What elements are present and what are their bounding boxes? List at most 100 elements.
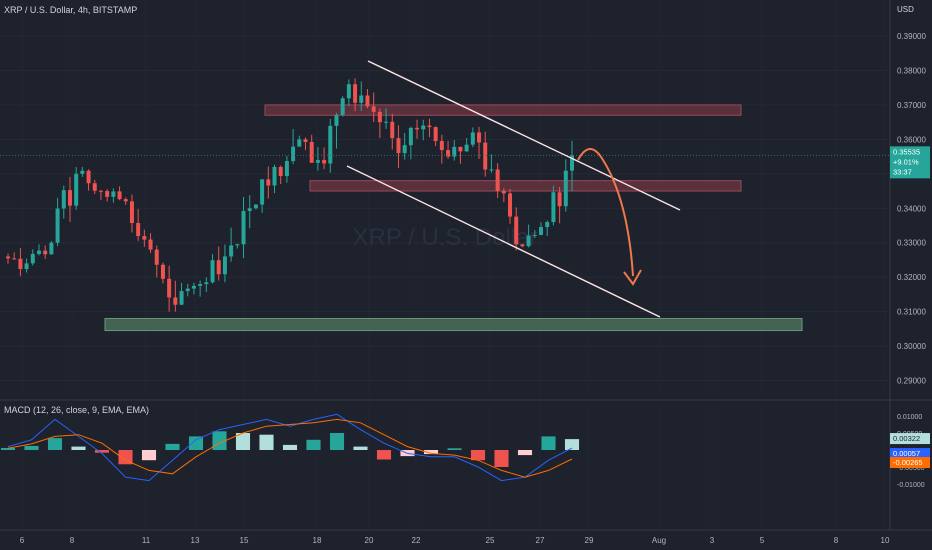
price-grid: [0, 0, 932, 531]
time-tick-label: 10: [881, 536, 890, 545]
candle-body: [80, 170, 85, 174]
candle-body: [458, 146, 463, 152]
candle-body: [129, 201, 134, 224]
macd-histogram-bar: [47, 438, 63, 450]
candle-body: [222, 256, 227, 275]
candle-body: [328, 125, 333, 164]
candle-body: [74, 173, 79, 206]
candle-body: [551, 192, 556, 223]
candle-body: [98, 190, 103, 192]
projection-arrow: [577, 148, 634, 277]
candle-body: [557, 192, 562, 207]
macd-header[interactable]: MACD (12, 26, close, 9, EMA, EMA): [4, 405, 150, 415]
candle-body: [216, 260, 221, 275]
candle-body: [477, 132, 482, 143]
candle-body: [173, 297, 178, 305]
time-tick-label: 13: [191, 536, 200, 545]
candle-body: [92, 183, 97, 191]
signal-line: [7, 418, 573, 478]
price-axis[interactable]: 0.390000.380000.370000.360000.350000.340…: [897, 32, 926, 386]
resistance-zone: [264, 104, 742, 116]
time-tick-label: Aug: [652, 536, 666, 545]
macd-histogram-bar: [0, 447, 16, 450]
candle-body: [371, 106, 376, 112]
candle-body: [359, 95, 364, 103]
price-tick-label: 0.29000: [897, 377, 926, 386]
time-tick-label: 8: [834, 536, 839, 545]
price-tag-box: [890, 146, 930, 179]
price-tick-label: 0.37000: [897, 101, 926, 110]
symbol-header[interactable]: XRP / U.S. Dollar, 4h, BITSTAMP: [4, 5, 138, 15]
time-tick-label: 20: [365, 536, 374, 545]
candle-body: [415, 127, 420, 130]
candle-body: [570, 155, 574, 171]
macd-histogram-bar: [259, 434, 274, 450]
macd-histogram-bar: [517, 450, 533, 456]
candle-body: [384, 121, 389, 123]
macd-histogram-bar: [235, 433, 251, 450]
price-tick-label: 0.36000: [897, 135, 926, 144]
candle-body: [117, 191, 122, 200]
macd-histogram-bar: [71, 446, 86, 450]
time-tick-label: 8: [70, 536, 75, 545]
macd-histogram-bar: [188, 436, 204, 450]
price-tick-label: 0.39000: [897, 32, 926, 41]
macd-tag-box: [890, 457, 930, 469]
candle-body: [229, 245, 234, 257]
candle-body: [545, 222, 550, 228]
candles: [6, 78, 574, 312]
candle-body: [253, 204, 258, 209]
time-tick-label: 25: [486, 536, 495, 545]
candle-body: [6, 256, 10, 259]
candle-body: [452, 146, 457, 157]
candle-body: [402, 145, 407, 154]
channel-upper-line: [367, 60, 681, 211]
macd-tag-value: 0.00322: [893, 434, 920, 443]
candle-body: [408, 127, 413, 146]
macd-histogram-bar: [423, 450, 439, 455]
candle-body: [241, 211, 246, 245]
candle-body: [136, 223, 141, 237]
projection-arrow-head: [623, 269, 642, 286]
time-axis[interactable]: 6 8 11 13 15 18 20 22 25 27 29 Aug 3 5 8 10: [20, 536, 890, 545]
macd-tag-value: -0.00265: [893, 458, 923, 467]
candle-body: [439, 141, 444, 151]
candle-body: [123, 199, 128, 202]
macd-histogram-bar: [447, 448, 462, 450]
macd-histogram-bar: [306, 439, 321, 450]
symbol-watermark: XRP / U.S. Dollar: [353, 224, 538, 251]
candle-body: [198, 284, 203, 286]
candle-body: [297, 139, 302, 147]
candle-body: [36, 250, 41, 254]
candle-body: [390, 121, 395, 139]
candle-body: [67, 190, 72, 206]
macd-histogram-bar: [353, 446, 368, 450]
candle-body: [446, 150, 451, 157]
candle-body: [179, 291, 184, 305]
macd-histogram-bar: [541, 436, 556, 450]
candle-body: [154, 249, 159, 265]
candle-body: [210, 260, 215, 283]
price-tag-change: +9.01%: [893, 157, 919, 166]
macd-tick-label: -0.01000: [897, 482, 925, 489]
candle-body: [340, 98, 345, 115]
candle-body: [483, 142, 488, 170]
macd-histogram-bar: [94, 450, 110, 453]
macd-histogram-bar: [118, 450, 133, 465]
macd-tag-box: [890, 448, 930, 460]
candle-body: [520, 244, 525, 247]
candle-body: [235, 244, 240, 246]
channel-lower-line: [346, 165, 661, 318]
macd-histogram-bar: [24, 445, 39, 450]
price-tick-label: 0.34000: [897, 204, 926, 213]
candle-body: [111, 191, 116, 197]
time-tick-label: 5: [760, 536, 765, 545]
macd-tick-label: 0.01000: [897, 414, 922, 421]
candle-body: [508, 193, 513, 217]
candle-body: [105, 191, 110, 197]
candle-body: [495, 169, 500, 192]
candle-body: [315, 160, 320, 163]
candle-body: [309, 141, 314, 163]
candle-body: [346, 84, 351, 99]
